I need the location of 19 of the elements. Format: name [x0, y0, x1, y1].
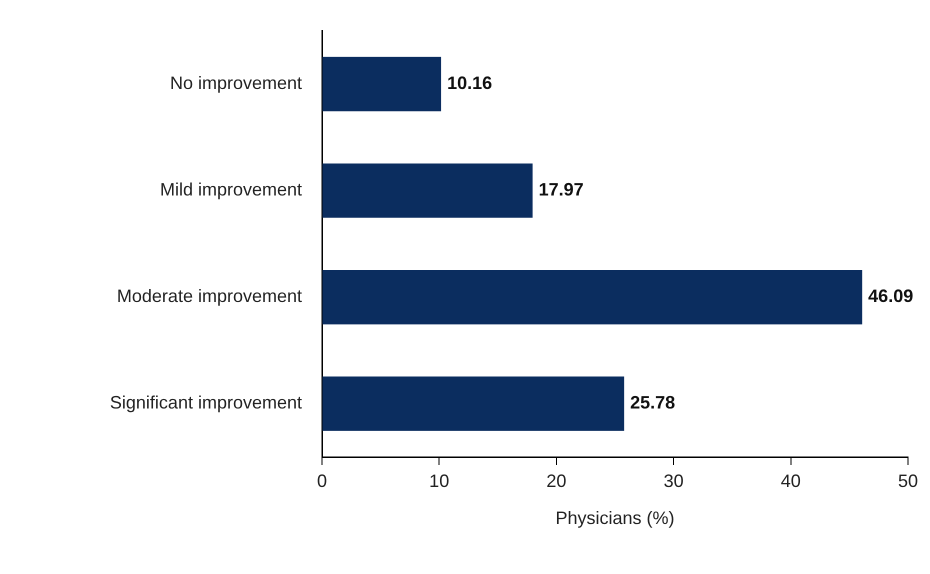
- bar: [322, 163, 533, 218]
- y-tick-label: No improvement: [170, 73, 302, 94]
- x-tick-label: 0: [316, 470, 328, 491]
- data-label: 25.78: [630, 392, 676, 413]
- x-tick-label: 20: [546, 470, 566, 491]
- x-tick-label: 50: [898, 470, 918, 491]
- y-tick-label: Moderate improvement: [116, 286, 302, 306]
- x-tick-label: 40: [780, 470, 801, 491]
- x-tick-label: 30: [664, 470, 684, 491]
- data-label: 17.97: [538, 180, 584, 200]
- bar: [322, 270, 862, 324]
- x-tick-label: 10: [429, 470, 450, 491]
- y-tick-label: Mild improvement: [160, 180, 302, 200]
- data-label: 10.16: [447, 73, 492, 94]
- data-label: 46.09: [868, 286, 914, 306]
- y-tick-label: Significant improvement: [110, 392, 302, 413]
- bar: [322, 56, 442, 112]
- x-axis-title: Physicians (%): [555, 508, 675, 528]
- bar: [322, 376, 624, 431]
